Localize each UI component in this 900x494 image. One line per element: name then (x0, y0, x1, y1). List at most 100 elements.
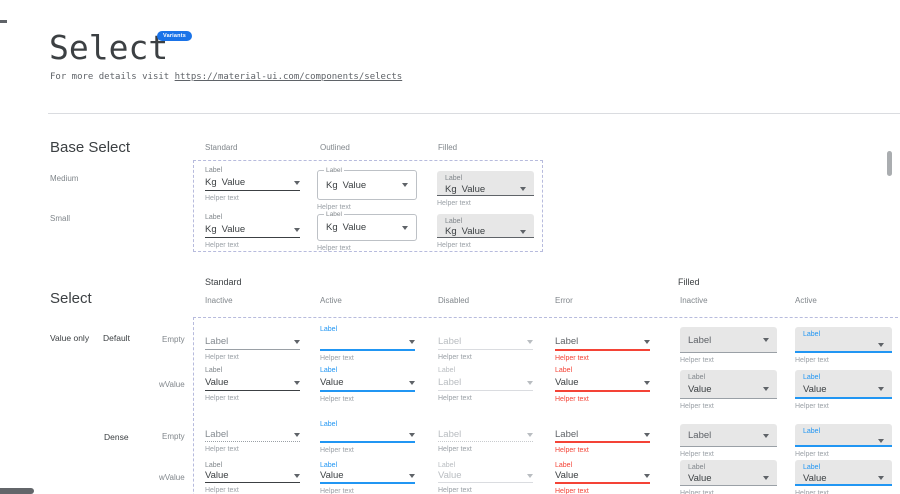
select-dense-filled-inactive-wvalue[interactable]: Label Value Helper text (680, 460, 777, 494)
chevron-down-icon (644, 339, 650, 344)
select-underline (555, 390, 650, 392)
helper-text: Helper text (680, 357, 714, 364)
helper-text: Helper text (437, 242, 471, 249)
float-label-slot (438, 325, 533, 334)
helper-text: Helper text (320, 355, 354, 362)
base-row-small: Small (50, 214, 71, 223)
select-outline-box: Label Kg Value (317, 166, 417, 200)
chevron-down-icon (294, 227, 300, 232)
select-underline (205, 237, 300, 238)
base-filled-medium-select[interactable]: Label Kg Value Helper text (437, 171, 534, 208)
horizontal-scrollbar-thumb[interactable] (0, 488, 34, 494)
select-label: Label (205, 214, 223, 221)
select-standard-inactive-wvalue[interactable]: Label Value Helper text (205, 366, 300, 403)
select-value: Value (221, 177, 246, 188)
section-divider (48, 113, 900, 114)
select-standard-error-empty[interactable]: Label Helper text (555, 325, 650, 363)
select-underline (205, 190, 300, 191)
select-underline (437, 237, 534, 238)
select-value: Value (461, 226, 486, 237)
select-dense-filled-active-empty[interactable]: Label Helper text (795, 424, 892, 459)
base-column-outlined: Outlined (320, 143, 350, 152)
chevron-down-icon (527, 380, 533, 385)
select-filled-inactive-wvalue[interactable]: Label Value Helper text (680, 370, 777, 411)
select-dense-standard-disabled-wvalue: Label Value Helper text (438, 461, 533, 494)
select-states-heading: Select (50, 290, 92, 307)
helper-text: Helper text (438, 395, 472, 402)
base-column-standard: Standard (205, 143, 238, 152)
row-default-wvalue: wValue (159, 380, 185, 389)
row-dense-empty: Empty (162, 432, 185, 441)
select-label: Label (688, 464, 706, 471)
select-dense-standard-inactive-empty[interactable]: Label Helper text (205, 420, 300, 454)
select-standard-inactive-empty[interactable]: Label Helper text (205, 325, 300, 362)
select-label: Label (205, 367, 223, 374)
chevron-down-icon (402, 183, 408, 187)
select-underline (555, 482, 650, 484)
helper-text: Helper text (795, 490, 829, 494)
base-filled-small-select[interactable]: Label Kg Value Helper text (437, 214, 534, 250)
select-standard-active-wvalue[interactable]: Label Value Helper text (320, 366, 415, 404)
select-filled-active-wvalue[interactable]: Label Value Helper text (795, 370, 892, 411)
select-dense-filled-active-wvalue[interactable]: Label Value Helper text (795, 460, 892, 494)
select-dense-standard-error-wvalue[interactable]: Label Value Helper text (555, 461, 650, 494)
select-value: Value (205, 470, 229, 481)
base-column-filled: Filled (438, 143, 458, 152)
chevron-down-icon (527, 473, 533, 478)
base-standard-small-select[interactable]: Label Kg Value Helper text (205, 213, 300, 250)
select-placeholder: Label (688, 334, 712, 346)
select-filled-box: Label (795, 327, 892, 353)
helper-text: Helper text (438, 446, 472, 453)
select-dense-standard-inactive-wvalue[interactable]: Label Value Helper text (205, 461, 300, 494)
group-standard: Standard (205, 277, 242, 287)
select-dense-standard-error-empty[interactable]: Label Helper text (555, 420, 650, 455)
select-value-text: Kg Value (205, 224, 294, 235)
select-standard-disabled-wvalue: Label Label Helper text (438, 366, 533, 403)
chevron-down-icon (294, 432, 300, 437)
select-label: Label (324, 166, 344, 175)
select-placeholder: Label (555, 429, 579, 440)
select-label: Label (320, 462, 338, 469)
select-label: Label (320, 421, 338, 428)
chevron-down-icon (409, 380, 415, 385)
select-filled-active-empty[interactable]: Label Helper text (795, 327, 892, 365)
select-states-frame (193, 317, 900, 494)
select-standard-error-wvalue[interactable]: Label Value Helper text (555, 366, 650, 404)
docs-link[interactable]: https://material-ui.com/components/selec… (174, 72, 403, 82)
select-value: Value (221, 224, 246, 235)
select-filled-inactive-empty[interactable]: Label Helper text (680, 327, 777, 365)
select-underline (555, 349, 650, 351)
base-standard-medium-select[interactable]: Label Kg Value Helper text (205, 166, 300, 203)
chevron-down-icon (878, 387, 884, 391)
float-label-slot (555, 325, 650, 334)
select-underline (795, 484, 892, 486)
vertical-scrollbar-thumb[interactable] (887, 151, 892, 176)
helper-text: Helper text (205, 354, 239, 361)
base-outlined-medium-select[interactable]: Label Kg Value Helper text (317, 166, 417, 212)
chevron-down-icon (527, 339, 533, 344)
chevron-down-icon (402, 225, 408, 230)
select-placeholder: Label (205, 429, 229, 440)
select-value: Value (438, 470, 462, 481)
chevron-down-icon (763, 338, 769, 342)
select-dense-standard-active-wvalue[interactable]: Label Value Helper text (320, 461, 415, 494)
select-adornment: Kg (445, 183, 457, 195)
intro-prefix: For more details visit (50, 72, 175, 82)
select-placeholder: Label (205, 336, 229, 347)
select-value: Value (555, 470, 579, 481)
select-adornment: Kg (445, 226, 457, 237)
select-standard-active-empty[interactable]: Label Helper text (320, 325, 415, 363)
helper-text: Helper text (795, 357, 829, 364)
select-dense-filled-inactive-empty[interactable]: Label Helper text (680, 424, 777, 459)
select-label: Label (803, 331, 821, 338)
base-outlined-small-select[interactable]: Label Kg Value Helper text (317, 210, 417, 253)
chevron-down-icon (409, 432, 415, 437)
select-filled-box: Label Value (795, 460, 892, 486)
chevron-down-icon (294, 380, 300, 385)
chevron-down-icon (294, 180, 300, 185)
helper-text: Helper text (795, 403, 829, 410)
col-standard-error: Error (555, 296, 573, 305)
select-filled-box: Label (680, 327, 777, 353)
select-dense-standard-active-empty[interactable]: Label Helper text (320, 420, 415, 455)
float-label-slot (205, 325, 300, 334)
